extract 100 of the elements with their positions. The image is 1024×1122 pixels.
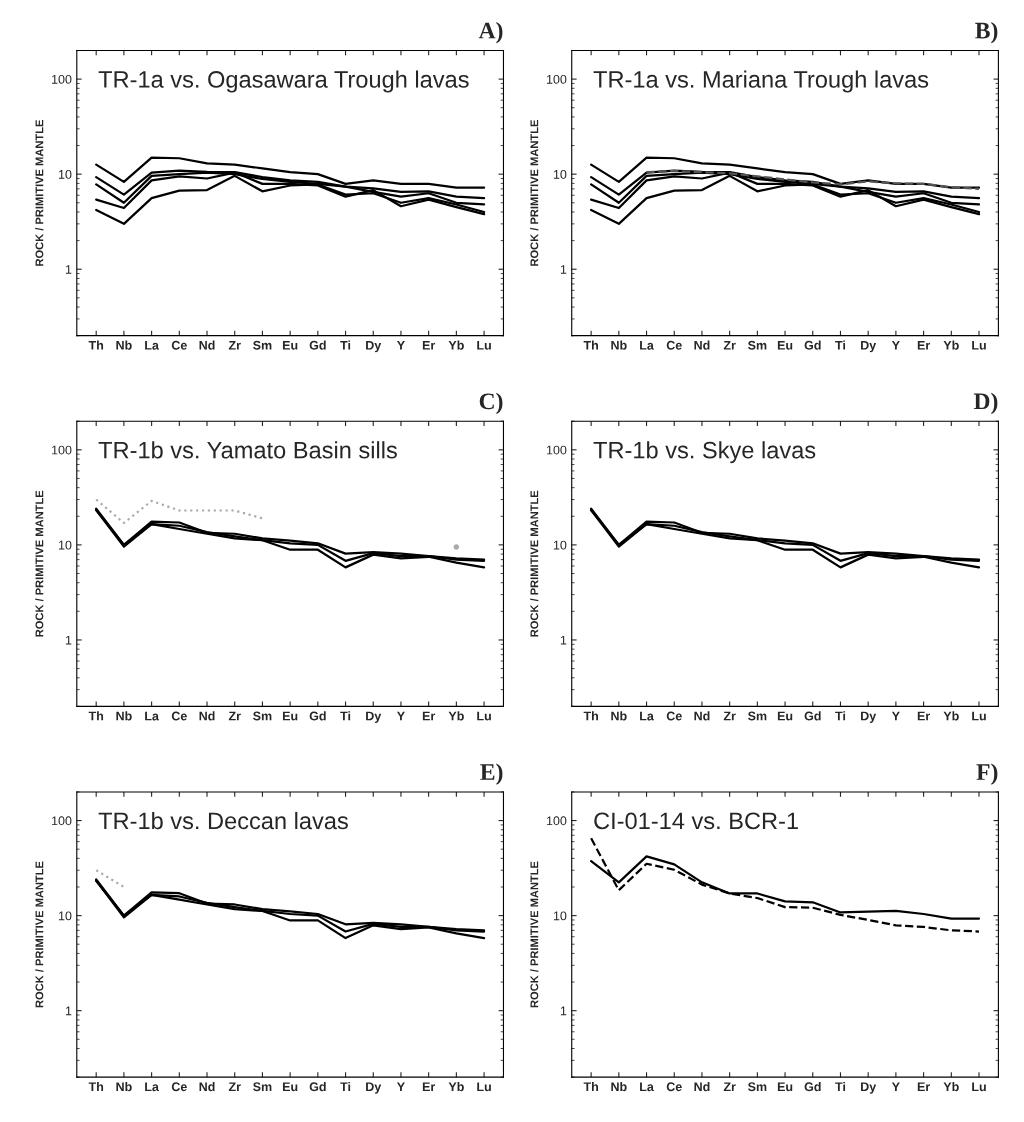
x-tick-label: Sm [747, 1082, 767, 1092]
y-tick-label: 1 [560, 265, 567, 274]
x-tick-label: Th [583, 340, 598, 350]
x-tick-label: Zr [723, 1082, 736, 1092]
x-tick-label: Dy [861, 340, 877, 353]
x-tick-label: Y [891, 340, 900, 350]
x-tick-label: Nb [116, 340, 132, 350]
y-tick-label: 100 [52, 74, 72, 84]
x-tick-label: Nb [611, 711, 627, 721]
x-tick-label: Nd [694, 340, 710, 350]
text: TR-1b vs. Deccan lavas [98, 811, 348, 830]
x-tick-label: Nd [694, 711, 710, 721]
x-tick-label: Er [917, 340, 931, 350]
x-tick-label: Eu [282, 1082, 298, 1092]
y-tick-label: 100 [52, 445, 72, 455]
x-tick-label: Yb [943, 340, 959, 350]
y-axis-title: ROCK / PRIMITIVE MANTLE [35, 120, 44, 266]
x-tick-label: Ce [171, 340, 187, 350]
x-tick-label: Ti [835, 711, 846, 721]
x-tick-label: Ti [835, 340, 846, 350]
x-tick-label: Eu [282, 340, 298, 350]
x-tick-label: Yb [448, 1081, 464, 1092]
x-tick-label: Lu [972, 340, 986, 350]
x-tick-label: Lu [477, 711, 491, 721]
x-tick-label: Zr [228, 340, 241, 350]
x-tick-label: Th [88, 340, 104, 350]
x-tick-label: Gd [804, 711, 821, 721]
text: B) [975, 21, 998, 44]
text: F) [976, 763, 998, 785]
x-tick-label: Ti [340, 1081, 351, 1092]
x-tick-label: Er [422, 340, 436, 350]
y-tick-label: 10 [553, 169, 567, 179]
y-tick-label: 1 [65, 1006, 72, 1016]
y-tick-label: 100 [52, 816, 72, 826]
x-tick-label: Th [583, 711, 598, 721]
x-tick-label: Ti [340, 711, 351, 721]
text: TR-1a vs. Mariana Trough lavas [593, 70, 929, 93]
x-tick-label: Sm [747, 340, 767, 350]
x-tick-label: Ce [666, 340, 682, 350]
x-tick-label: Gd [804, 1081, 821, 1092]
x-tick-label: Sm [253, 1082, 272, 1092]
x-tick-label: Nb [611, 340, 627, 350]
x-tick-label: Zr [723, 711, 736, 721]
text: E) [480, 763, 503, 785]
x-tick-label: Ce [171, 1082, 187, 1092]
x-tick-label: Zr [228, 711, 241, 721]
x-tick-label: Nb [611, 1081, 627, 1092]
y-tick-label: 1 [560, 1006, 567, 1016]
x-tick-label: La [640, 711, 654, 721]
y-axis-title: ROCK / PRIMITIVE MANTLE [530, 861, 539, 1008]
text: CI-01-14 vs. BCR-1 [594, 812, 798, 830]
x-tick-label: Ce [171, 711, 187, 721]
x-tick-label: Sm [253, 711, 272, 721]
text: TR-1b vs. Yamato Basin sills [98, 441, 397, 459]
text: A) [478, 21, 503, 44]
x-tick-label: Dy [366, 340, 382, 353]
x-tick-label: Dy [366, 711, 382, 723]
x-tick-label: Zr [723, 340, 736, 350]
x-tick-label: Yb [943, 1081, 959, 1092]
x-tick-label: Nb [116, 711, 132, 721]
x-tick-label: Lu [972, 711, 986, 721]
x-tick-label: Gd [309, 711, 326, 721]
x-tick-label: Er [422, 711, 436, 721]
x-tick-label: Er [917, 1082, 931, 1092]
y-axis-title: ROCK / PRIMITIVE MANTLE [35, 490, 44, 637]
y-tick-label: 10 [58, 911, 72, 921]
y-tick-label: 1 [560, 635, 567, 645]
x-tick-label: Gd [804, 340, 821, 350]
x-tick-label: Ti [835, 1081, 846, 1092]
x-tick-label: Eu [282, 711, 298, 721]
x-tick-label: La [145, 340, 159, 350]
x-tick-label: Ce [666, 711, 682, 721]
x-tick-label: Y [397, 1082, 405, 1092]
x-tick-label: Nb [116, 1081, 132, 1092]
y-tick-label: 10 [58, 540, 72, 550]
x-tick-label: Eu [777, 340, 793, 350]
text: TR-1b vs. Skye lavas [593, 441, 816, 464]
x-tick-label: Lu [477, 340, 491, 350]
x-tick-label: La [640, 1082, 654, 1092]
x-tick-label: Nd [199, 1081, 215, 1092]
x-tick-label: La [640, 340, 654, 350]
x-tick-label: Sm [747, 711, 767, 721]
x-tick-label: La [145, 711, 159, 721]
y-tick-label: 1 [65, 635, 72, 645]
y-axis-title: ROCK / PRIMITIVE MANTLE [35, 861, 44, 1008]
x-tick-label: Yb [943, 711, 959, 721]
text: TR-1a vs. Ogasawara Trough lavas [98, 70, 469, 93]
x-tick-label: Ti [340, 340, 351, 350]
x-tick-label: Nd [199, 711, 215, 721]
x-tick-label: Dy [861, 1082, 877, 1094]
x-tick-label: La [145, 1082, 159, 1092]
x-tick-label: Zr [228, 1082, 241, 1092]
x-tick-label: Th [88, 711, 104, 721]
y-tick-label: 10 [58, 169, 72, 179]
y-tick-label: 10 [553, 911, 567, 921]
x-tick-label: Y [397, 340, 405, 350]
y-axis-title: ROCK / PRIMITIVE MANTLE [530, 490, 539, 637]
x-tick-label: Dy [366, 1082, 382, 1094]
x-tick-label: Y [891, 1082, 900, 1092]
x-tick-label: Ce [666, 1082, 682, 1092]
